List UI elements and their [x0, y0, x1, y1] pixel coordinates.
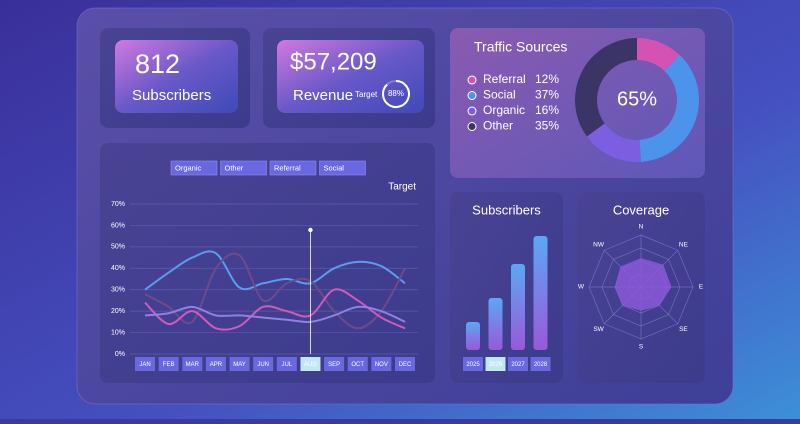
donut-slice: [637, 38, 680, 71]
gauge-arc: [382, 80, 410, 108]
month-button[interactable]: [253, 357, 274, 371]
legend-label: Other: [225, 163, 244, 172]
x-tick-label: SEP: [328, 362, 340, 368]
bar: [511, 264, 525, 350]
year-button[interactable]: [485, 357, 506, 371]
legend-label: Social: [324, 163, 345, 172]
kpi-label: Subscribers: [132, 87, 211, 104]
legend-label: Organic: [175, 163, 202, 172]
month-button[interactable]: [371, 357, 392, 371]
legend-button[interactable]: [269, 160, 317, 176]
radar-label: S: [639, 344, 644, 351]
radar-label: SE: [679, 326, 688, 333]
month-button[interactable]: [158, 357, 179, 371]
kpi-value: 812: [135, 49, 180, 79]
month-button[interactable]: [205, 357, 226, 371]
legend-value: 35%: [535, 119, 559, 133]
x-tick-label: 2026: [489, 362, 503, 368]
kpi-value: $57,209: [290, 48, 377, 75]
x-tick-label: FEB: [163, 362, 175, 368]
legend-button[interactable]: [319, 160, 366, 176]
month-button[interactable]: [395, 357, 415, 371]
month-button[interactable]: [182, 357, 203, 371]
annotation: Target: [388, 182, 416, 193]
donut-center: 65%: [617, 88, 657, 110]
legend-button[interactable]: [220, 160, 267, 176]
line-series: [144, 252, 406, 330]
bar: [466, 322, 480, 350]
legend-label: Referral: [483, 72, 526, 86]
month-button[interactable]: [229, 357, 250, 371]
legend-value: 37%: [535, 88, 559, 102]
year-button[interactable]: [463, 357, 483, 371]
month-button[interactable]: [276, 357, 297, 371]
legend-label: Other: [483, 119, 513, 133]
year-button[interactable]: [530, 357, 551, 371]
radar-label: W: [578, 284, 585, 291]
radar-label: NW: [593, 241, 605, 248]
donut-slice: [586, 123, 641, 162]
gauge-label: 88%: [388, 89, 404, 98]
kpi-inner: [277, 40, 424, 113]
donut-slice: [575, 38, 637, 137]
legend-value: 12%: [535, 72, 559, 86]
legend-label: Referral: [274, 163, 301, 172]
legend-label: Social: [483, 88, 516, 102]
y-tick-label: 50%: [111, 244, 125, 251]
bar: [488, 298, 503, 350]
month-button[interactable]: [300, 357, 321, 371]
legend-label: Organic: [483, 103, 525, 117]
month-button[interactable]: [135, 357, 155, 371]
line-series: [144, 288, 406, 331]
y-tick-label: 0%: [115, 351, 125, 358]
legend-button[interactable]: [170, 160, 218, 176]
radar-label: NE: [679, 241, 689, 248]
x-tick-label: JUL: [281, 362, 292, 368]
x-tick-label: JAN: [139, 362, 150, 368]
highlight-dot: [308, 227, 313, 233]
radar-label: N: [639, 224, 644, 231]
bar: [533, 236, 548, 350]
legend-dot: [467, 106, 477, 116]
line-card: [100, 143, 435, 383]
y-tick-label: 10%: [111, 329, 125, 336]
x-tick-label: APR: [210, 362, 223, 368]
legend-dot: [467, 91, 477, 100]
legend-dot: [467, 122, 477, 131]
donut-slice: [639, 54, 699, 162]
x-tick-label: JUN: [257, 362, 269, 368]
legend-dot: [467, 75, 477, 85]
card-title: Traffic Sources: [474, 39, 567, 55]
month-button[interactable]: [347, 357, 368, 371]
x-tick-label: MAY: [233, 362, 246, 368]
y-tick-label: 40%: [111, 265, 125, 272]
line-series: [144, 305, 406, 323]
card-title: Subscribers: [472, 202, 541, 217]
y-tick-label: 20%: [111, 308, 125, 315]
x-tick-label: 2028: [534, 362, 548, 368]
card-title: Coverage: [613, 202, 669, 217]
x-tick-label: MAR: [186, 362, 200, 368]
line-series: [144, 250, 406, 291]
x-tick-label: NOV: [375, 362, 388, 368]
x-tick-label: DEC: [399, 362, 412, 368]
y-tick-label: 30%: [111, 287, 125, 294]
radar-label: E: [699, 284, 704, 291]
kpi-inner: [115, 40, 238, 113]
x-tick-label: 2025: [466, 362, 480, 368]
x-tick-label: AUG: [304, 362, 317, 368]
year-button[interactable]: [508, 357, 528, 371]
radar-segment: [620, 258, 642, 288]
y-tick-label: 70%: [111, 201, 125, 208]
x-tick-label: 2027: [511, 362, 525, 368]
month-button[interactable]: [324, 357, 345, 371]
legend-value: 16%: [535, 103, 559, 117]
kpi-label: Revenue: [293, 87, 353, 104]
x-tick-label: OCT: [351, 362, 364, 368]
radar-label: SW: [593, 326, 604, 333]
y-tick-label: 60%: [111, 222, 125, 229]
target-label: Target: [355, 90, 378, 99]
